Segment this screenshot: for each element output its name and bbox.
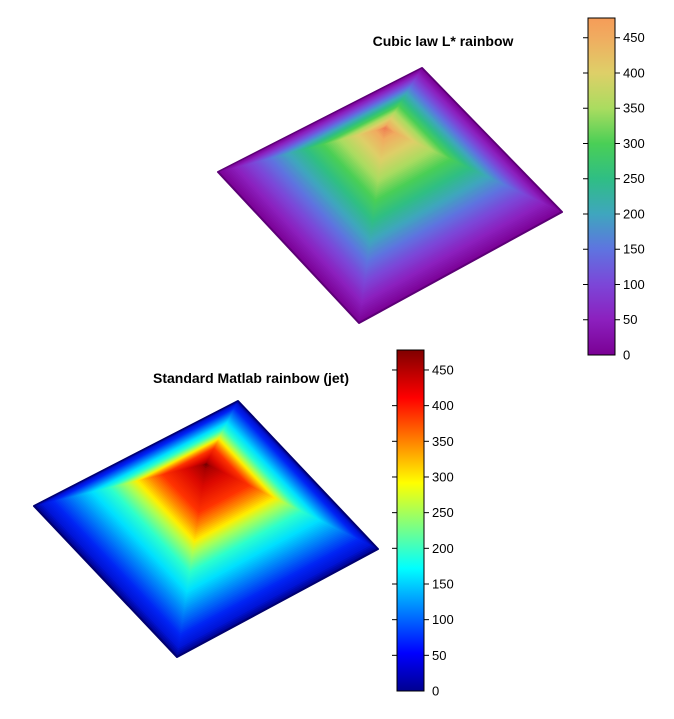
colorbar-tick-label: 0 xyxy=(623,348,630,363)
surface-plot-1 xyxy=(33,400,379,658)
colorbar-tick-label: 200 xyxy=(432,541,454,556)
colorbar-tick-label: 450 xyxy=(432,362,454,377)
colorbar-tick-label: 350 xyxy=(623,101,645,116)
colorbar-tick-label: 250 xyxy=(623,171,645,186)
surface-plot-0 xyxy=(217,67,563,324)
colorbar-1: 0 50 100 150 200 250 300 350 400 450 xyxy=(392,349,454,699)
colorbar-tick-label: 150 xyxy=(432,576,454,591)
surface-band xyxy=(204,463,208,467)
colorbar-tick-label: 300 xyxy=(623,136,645,151)
colorbar-tick-label: 450 xyxy=(623,30,645,45)
colorbar-tick-label: 50 xyxy=(432,648,446,663)
colorbar-tick-label: 250 xyxy=(432,505,454,520)
colorbar-tick-label: 350 xyxy=(432,434,454,449)
colorbar-tick-label: 100 xyxy=(432,612,454,627)
colorbar-0: 0 50 100 150 200 250 300 350 400 450 xyxy=(583,17,645,363)
colorbar-tick-label: 50 xyxy=(623,312,637,327)
plot-title-bottom: Standard Matlab rainbow (jet) xyxy=(152,370,350,386)
colorbar-tick-label: 400 xyxy=(432,398,454,413)
colorbar-tick-label: 200 xyxy=(623,206,645,221)
colorbar-tick-label: 0 xyxy=(432,684,439,699)
colorbar-gradient-bar xyxy=(396,349,425,692)
colorbar-gradient-bar xyxy=(587,17,616,356)
surface-band xyxy=(383,127,387,131)
plot-title-top: Cubic law L* rainbow xyxy=(372,33,514,49)
colorbar-tick-label: 150 xyxy=(623,242,645,257)
colorbar-tick-label: 100 xyxy=(623,277,645,292)
colorbar-tick-label: 400 xyxy=(623,65,645,80)
colorbar-tick-label: 300 xyxy=(432,469,454,484)
